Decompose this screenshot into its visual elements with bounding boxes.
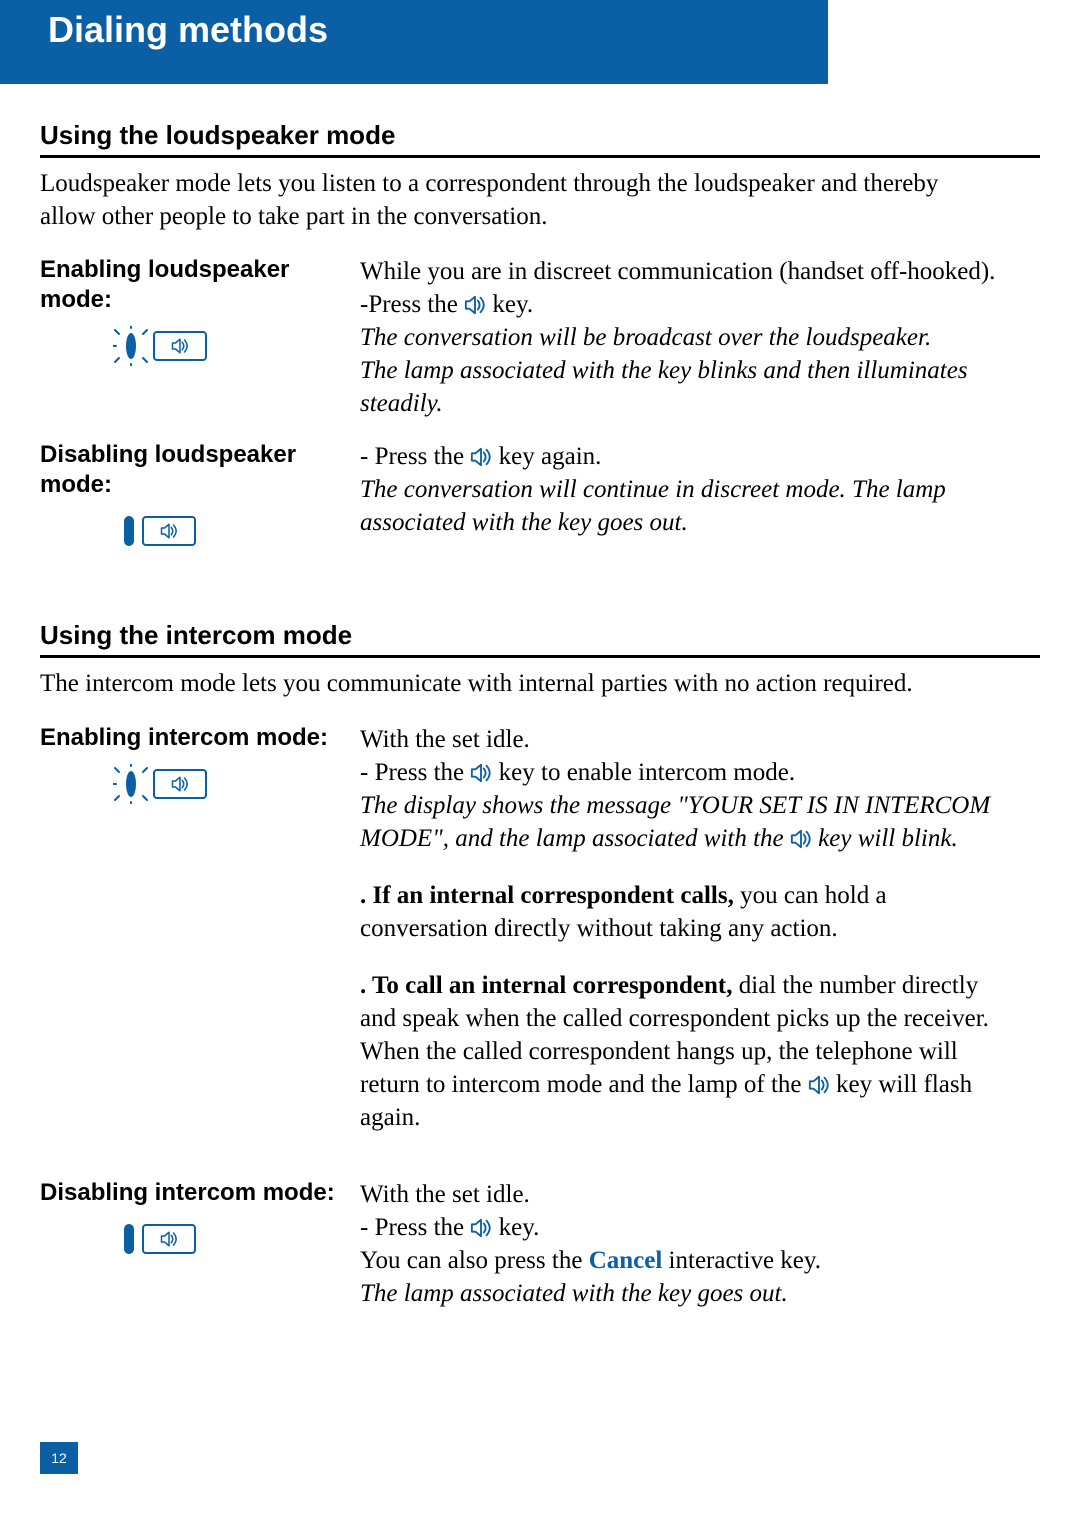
text-line: You can also press the Cancel interactiv…	[360, 1244, 1020, 1277]
enable-loudspeaker-label: Enabling loudspeaker mode:	[40, 255, 360, 315]
left-col: Enabling intercom mode:	[40, 723, 360, 809]
right-col: With the set idle. - Press the key. You …	[360, 1178, 1020, 1310]
speaker-key-icon	[153, 769, 207, 799]
key-graphic-blinking	[90, 321, 230, 371]
speaker-key-icon	[153, 331, 207, 361]
left-col: Enabling loudspeaker mode:	[40, 255, 360, 371]
paragraph: . If an internal correspondent calls, yo…	[360, 879, 1020, 945]
disable-loudspeaker-label: Disabling loudspeaker mode:	[40, 440, 360, 500]
text-italic: The display shows the message "YOUR SET …	[360, 789, 1020, 855]
right-col: While you are in discreet communication …	[360, 255, 1020, 420]
text-fragment: interactive key.	[662, 1247, 821, 1274]
key-graphic-steady	[90, 1214, 230, 1264]
page: Dialing methods Using the loudspeaker mo…	[0, 0, 1080, 1528]
text-fragment: - Press the	[360, 443, 470, 470]
text-line: With the set idle.	[360, 1178, 1020, 1211]
key-graphic-blinking	[90, 759, 230, 809]
led-pill-icon	[124, 516, 134, 546]
paragraph: . To call an internal correspondent, dia…	[360, 969, 1020, 1134]
led-burst-icon	[113, 326, 149, 366]
speaker-icon	[470, 443, 492, 463]
text-line: - Press the key again.	[360, 440, 1020, 473]
left-col: Disabling loudspeaker mode:	[40, 440, 360, 556]
chapter-title: Dialing methods	[48, 9, 328, 50]
text-line: - Press the key.	[360, 1211, 1020, 1244]
page-number: 12	[40, 1442, 78, 1474]
speaker-icon	[470, 1214, 492, 1234]
key-graphic-steady	[90, 506, 230, 556]
text-fragment: key.	[486, 291, 533, 318]
speaker-icon	[808, 1071, 830, 1091]
section-heading-intercom: Using the intercom mode	[40, 620, 1040, 658]
disable-intercom-label: Disabling intercom mode:	[40, 1178, 360, 1208]
text-italic: The lamp associated with the key blinks …	[360, 354, 1020, 420]
text-fragment: key again.	[492, 443, 601, 470]
bold-lead: . To call an internal correspondent,	[360, 972, 733, 999]
text-fragment: You can also press the	[360, 1247, 589, 1274]
speaker-key-icon	[142, 516, 196, 546]
row-enable-loudspeaker: Enabling loudspeaker mode: While you are…	[40, 255, 1040, 420]
bold-lead: . If an internal correspondent calls,	[360, 882, 734, 909]
text-fragment: - Press the	[360, 1214, 470, 1241]
text-fragment: key to enable intercom mode.	[492, 759, 795, 786]
row-disable-loudspeaker: Disabling loudspeaker mode: - Press the …	[40, 440, 1040, 556]
led-pill-icon	[124, 1224, 134, 1254]
speaker-icon	[470, 759, 492, 779]
section1-intro: Loudspeaker mode lets you listen to a co…	[40, 168, 1000, 233]
cancel-interactive-key: Cancel	[589, 1247, 663, 1274]
text-italic: The lamp associated with the key goes ou…	[360, 1277, 1020, 1310]
text-italic: The conversation will be broadcast over …	[360, 321, 1020, 354]
text-fragment: key will blink.	[812, 825, 958, 852]
speaker-key-icon	[142, 1224, 196, 1254]
content-area: Using the loudspeaker mode Loudspeaker m…	[40, 120, 1040, 1330]
chapter-title-bar: Dialing methods	[0, 0, 828, 84]
section2-intro: The intercom mode lets you communicate w…	[40, 668, 1000, 701]
speaker-icon	[464, 291, 486, 311]
led-burst-icon	[113, 764, 149, 804]
right-col: With the set idle. - Press the key to en…	[360, 723, 1020, 1158]
section-heading-loudspeaker: Using the loudspeaker mode	[40, 120, 1040, 158]
text-line: -Press the key.	[360, 288, 1020, 321]
enable-intercom-label: Enabling intercom mode:	[40, 723, 360, 753]
right-col: - Press the key again. The conversation …	[360, 440, 1020, 539]
text-line: With the set idle.	[360, 723, 1020, 756]
text-fragment: - Press the	[360, 759, 470, 786]
text-italic: The conversation will continue in discre…	[360, 473, 1020, 539]
text-line: While you are in discreet communication …	[360, 255, 1020, 288]
text-fragment: key.	[492, 1214, 539, 1241]
left-col: Disabling intercom mode:	[40, 1178, 360, 1264]
row-enable-intercom: Enabling intercom mode: With the set idl…	[40, 723, 1040, 1158]
row-disable-intercom: Disabling intercom mode: With the set id…	[40, 1178, 1040, 1310]
text-line: - Press the key to enable intercom mode.	[360, 756, 1020, 789]
text-fragment: -Press the	[360, 291, 464, 318]
speaker-icon	[790, 825, 812, 845]
